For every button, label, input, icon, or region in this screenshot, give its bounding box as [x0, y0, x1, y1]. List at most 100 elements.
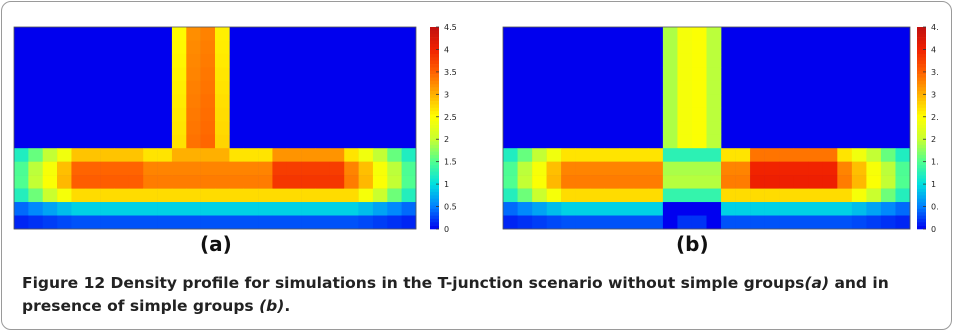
colorbar-segment — [430, 161, 439, 166]
heatmap-cell — [358, 188, 374, 203]
heatmap-cell — [301, 188, 316, 203]
heatmap-cell — [258, 188, 273, 203]
colorbar-segment — [430, 151, 439, 156]
heatmap-cell — [648, 215, 664, 230]
heatmap-cell — [895, 202, 911, 216]
heatmap-cell — [200, 107, 216, 122]
heatmap-cell — [604, 188, 620, 203]
heatmap-cell — [880, 188, 896, 203]
heatmap-cell — [200, 188, 216, 203]
heatmap-cell — [171, 188, 187, 203]
colorbar-segment — [917, 77, 926, 82]
heatmap-cell — [503, 148, 518, 162]
colorbar-tick-label: 3.5 — [444, 68, 457, 77]
heatmap-cell — [677, 94, 693, 109]
heatmap-cell — [301, 202, 316, 216]
colorbar-segment — [917, 175, 926, 179]
heatmap-cell — [895, 215, 911, 230]
heatmap-cell — [677, 121, 693, 136]
heatmap-cell — [200, 121, 216, 136]
colorbar-segment — [430, 131, 439, 136]
heatmap-cell — [28, 175, 44, 189]
heatmap-cell — [85, 215, 101, 230]
heatmap-cell — [329, 161, 345, 176]
heatmap-cell — [793, 148, 809, 162]
heatmap-cell — [14, 175, 29, 189]
heatmap-cell — [272, 148, 288, 162]
heatmap-cell — [691, 94, 707, 109]
heatmap-cell — [186, 107, 201, 122]
colorbar-segment — [430, 107, 439, 112]
heatmap-cell — [171, 53, 187, 68]
heatmap-cell — [372, 148, 388, 162]
colorbar-tick-label: 4.5 — [444, 23, 457, 32]
heatmap-cell — [85, 148, 101, 162]
heatmap-cell — [590, 215, 606, 230]
heatmap-cell — [662, 121, 678, 136]
heatmap-cell — [128, 175, 144, 189]
heatmap-cell — [662, 40, 678, 55]
heatmap-cell — [706, 40, 722, 55]
heatmap-cell — [561, 161, 576, 176]
colorbar-tick-label: 1. — [931, 158, 939, 167]
heatmap-cell — [358, 148, 374, 162]
colorbar-segment — [917, 50, 926, 55]
colorbar-segment — [917, 53, 926, 58]
heatmap-cell — [186, 53, 201, 68]
colorbar-segment — [917, 144, 926, 149]
heatmap-cell — [662, 134, 678, 149]
colorbar-segment — [430, 104, 439, 109]
heatmap-cell — [706, 67, 722, 82]
heatmap-cell — [28, 188, 44, 203]
colorbar-tick-label: 2 — [931, 135, 936, 144]
heatmap-cell — [735, 148, 751, 162]
heatmap-cell — [851, 161, 867, 176]
heatmap-cell — [286, 215, 302, 230]
heatmap-cell — [837, 148, 853, 162]
heatmap-cell — [171, 80, 187, 95]
heatmap-cell — [186, 134, 201, 149]
heatmap-cell — [387, 215, 402, 230]
colorbar-segment — [917, 80, 926, 85]
heatmap-cell — [895, 161, 911, 176]
heatmap-cell — [793, 161, 809, 176]
caption-suffix: . — [284, 297, 291, 315]
colorbar-segment — [917, 218, 926, 223]
colorbar-a: 4.5 4 3.5 3 2.5 2 1.5 1 0.5 0 — [430, 23, 457, 234]
heatmap-cell — [200, 202, 216, 216]
heatmap-cell — [215, 134, 230, 149]
heatmap-cell — [315, 161, 331, 176]
heatmap-cell — [662, 215, 678, 230]
heatmap-cell — [546, 215, 562, 230]
heatmap-cell — [229, 215, 245, 230]
heatmap-cell — [215, 107, 230, 122]
heatmap-cell — [315, 188, 331, 203]
heatmap-cell — [272, 161, 288, 176]
colorbar-segment — [917, 178, 926, 183]
heatmap-cell — [243, 202, 259, 216]
colorbar-segment — [430, 148, 439, 152]
heatmap-cell — [604, 161, 620, 176]
heatmap-cell — [648, 161, 664, 176]
heatmap-cell — [286, 161, 302, 176]
colorbar-segment — [430, 181, 439, 186]
colorbar-segment — [430, 138, 439, 142]
colorbar-segment — [917, 74, 926, 78]
heatmap-cell — [229, 202, 245, 216]
heatmap-cell — [171, 107, 187, 122]
colorbar-segment — [917, 131, 926, 136]
heatmap-cell — [186, 80, 201, 95]
heatmap-cell — [706, 175, 722, 189]
heatmap-cell — [143, 175, 158, 189]
heatmap-cell — [706, 121, 722, 136]
heatmap-cell — [42, 215, 58, 230]
heatmap-cell — [215, 53, 230, 68]
heatmap-cell — [42, 188, 58, 203]
heatmap-cell — [401, 202, 417, 216]
heatmap-cell — [677, 27, 693, 41]
heatmap-cell — [186, 215, 201, 230]
heatmap-cell — [100, 161, 115, 176]
colorbar-segment — [917, 188, 926, 193]
heatmap-cell — [721, 148, 736, 162]
heatmap-cell — [662, 67, 678, 82]
